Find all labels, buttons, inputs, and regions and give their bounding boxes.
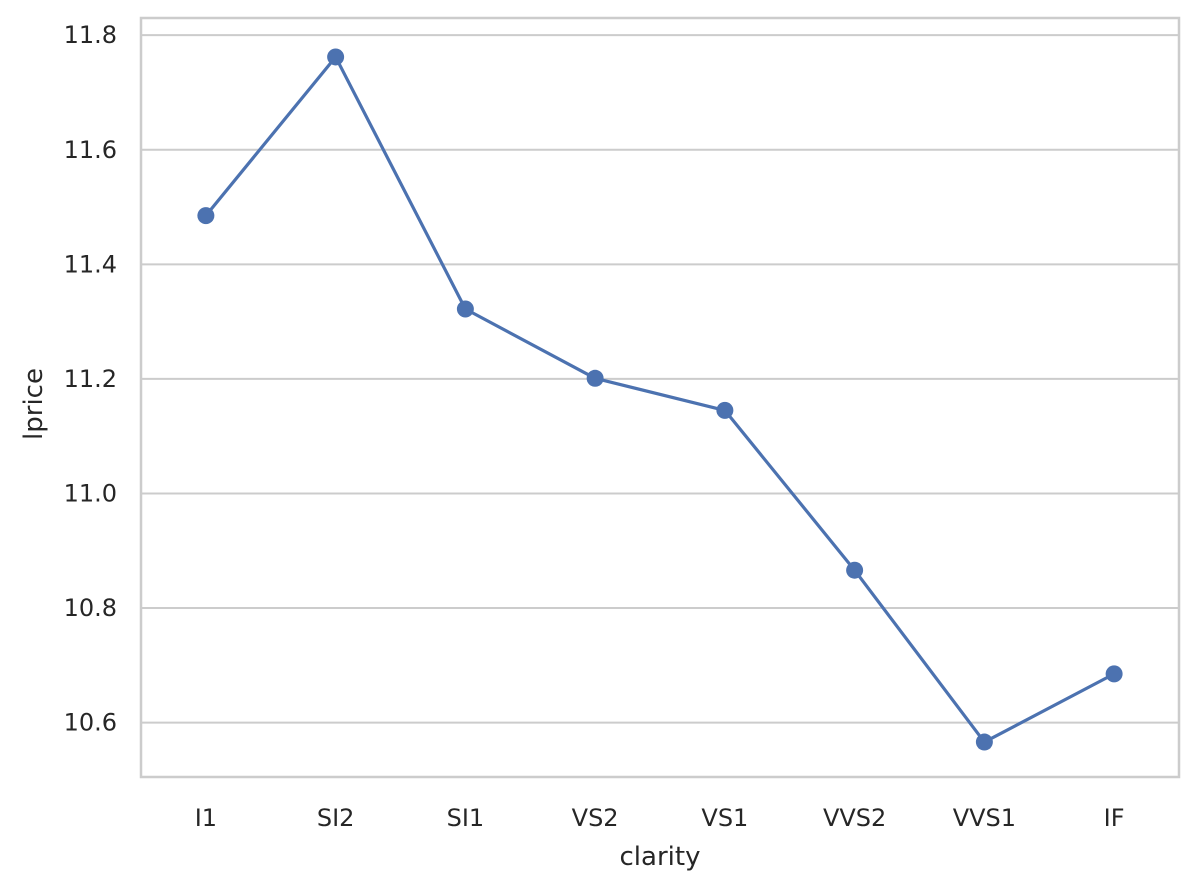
y-tick-label: 10.8 [64,594,117,622]
y-tick-label: 10.6 [64,709,117,737]
y-tick-label: 11.2 [64,365,117,393]
x-tick-label: SI2 [317,804,355,832]
data-point [1105,665,1123,683]
data-point [975,733,993,751]
data-point [197,207,215,225]
x-axis-label: clarity [620,842,701,872]
plot-frame [139,16,1181,779]
series-layer [197,48,1123,751]
x-tick-label: I1 [195,804,217,832]
data-point [846,561,864,579]
x-tick-label: VS1 [701,804,748,832]
x-axis: I1 SI2 SI1 VS2 VS1 VVS2 VVS1 IF [195,804,1125,832]
y-axis: 10.6 10.8 11.0 11.2 11.4 11.6 11.8 [64,21,117,736]
x-tick-label: VVS2 [823,804,886,832]
x-tick-label: VVS1 [953,804,1016,832]
series-line [204,55,1115,744]
gridlines [141,34,1179,724]
x-tick-label: SI1 [447,804,485,832]
data-point [327,48,345,66]
x-tick-label: VS2 [572,804,619,832]
y-tick-label: 11.6 [64,136,117,164]
x-tick-label: IF [1104,804,1125,832]
data-point [586,369,604,387]
data-point [716,401,734,419]
y-tick-label: 11.4 [64,250,117,278]
y-axis-label: lprice [19,368,49,440]
y-tick-label: 11.0 [64,479,117,507]
data-point [456,300,474,318]
y-tick-label: 11.8 [64,21,117,49]
